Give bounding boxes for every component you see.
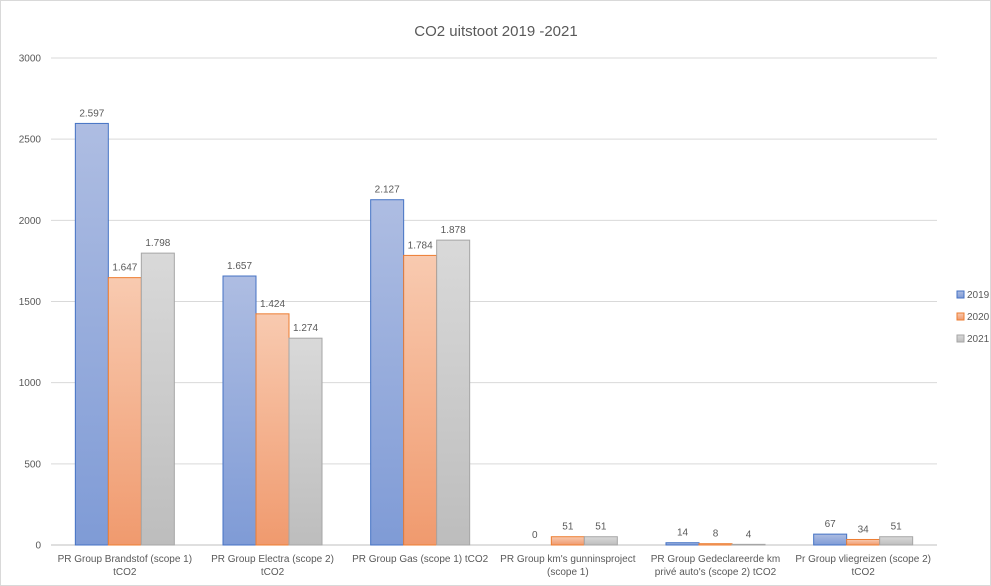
category-label: Pr Group vliegreizen (scope 2) (795, 554, 931, 565)
x-axis-categories: PR Group Brandstof (scope 1) tCO2 PR Group… (58, 554, 931, 578)
data-label: 14 (677, 528, 689, 539)
bar-2021-cat-0 (140, 252, 175, 546)
bar-2019-cat-1 (222, 275, 257, 546)
data-label: 1.798 (145, 238, 170, 249)
legend-swatch-2021 (956, 334, 965, 343)
bar-2019-cat-5 (813, 533, 848, 546)
data-label: 67 (825, 519, 837, 530)
y-tick-label: 0 (35, 541, 41, 552)
legend-swatch-2020 (956, 312, 965, 321)
data-label: 2.127 (375, 185, 400, 196)
y-tick-label: 1500 (19, 297, 42, 308)
legend-label-2021: 2021 (967, 334, 990, 345)
data-label: 1.878 (441, 225, 466, 236)
y-tick-label: 2000 (19, 216, 42, 227)
category-label: (scope 1) (547, 567, 589, 578)
data-label: 1.784 (408, 240, 433, 251)
bars (74, 122, 914, 546)
bar-2019-cat-0 (74, 122, 109, 546)
bar-2019-cat-2 (370, 199, 405, 546)
gridlines (51, 57, 937, 546)
category-label: PR Group Gas (scope 1) tCO2 (352, 554, 489, 565)
y-tick-label: 500 (24, 459, 41, 470)
data-label: 51 (891, 522, 903, 533)
y-axis-ticks: 0 500 1000 1500 2000 2500 3000 (19, 54, 42, 552)
bar-2021-cat-3 (583, 536, 618, 546)
data-label: 2.597 (79, 108, 104, 119)
data-labels: 2.597 1.647 1.798 1.657 1.424 1.274 2.127 1.784… (79, 108, 902, 541)
data-label: 0 (532, 530, 538, 541)
bar-2021-cat-5 (879, 536, 914, 546)
bar-2020-cat-5 (846, 538, 881, 546)
category-label: privé auto's (scope 2) tCO2 (655, 567, 777, 578)
data-label: 4 (746, 529, 752, 540)
category-label: PR Group Brandstof (scope 1) (58, 554, 193, 565)
data-label: 34 (858, 524, 870, 535)
bar-2021-cat-4 (731, 543, 766, 546)
y-tick-label: 1000 (19, 378, 42, 389)
legend-label-2020: 2020 (967, 312, 990, 323)
category-label: tCO2 (261, 567, 285, 578)
data-label: 1.274 (293, 323, 318, 334)
data-label: 51 (595, 522, 607, 533)
data-label: 51 (562, 522, 574, 533)
bar-2020-cat-3 (550, 536, 585, 546)
chart-title: CO2 uitstoot 2019 -2021 (414, 23, 577, 40)
bar-2021-cat-2 (436, 239, 471, 546)
bar-2020-cat-0 (107, 277, 142, 546)
category-label: tCO2 (851, 567, 875, 578)
data-label: 1.424 (260, 299, 285, 310)
bar-2021-cat-1 (288, 337, 323, 546)
bar-2020-cat-4 (698, 543, 733, 546)
y-tick-label: 3000 (19, 54, 42, 65)
category-label: PR Group Electra (scope 2) (211, 554, 334, 565)
data-label: 1.647 (112, 263, 137, 274)
category-label: PR Group km's gunninsproject (500, 554, 636, 565)
legend: 2019 2020 2021 (956, 290, 990, 345)
bar-2020-cat-2 (403, 254, 438, 546)
legend-label-2019: 2019 (967, 290, 990, 301)
legend-swatch-2019 (956, 290, 965, 299)
y-tick-label: 2500 (19, 135, 42, 146)
data-label: 8 (713, 529, 719, 540)
data-label: 1.657 (227, 261, 252, 272)
bar-2019-cat-4 (665, 542, 700, 546)
category-label: PR Group Gedeclareerde km (651, 554, 781, 565)
category-label: tCO2 (113, 567, 137, 578)
bar-2020-cat-1 (255, 313, 290, 546)
